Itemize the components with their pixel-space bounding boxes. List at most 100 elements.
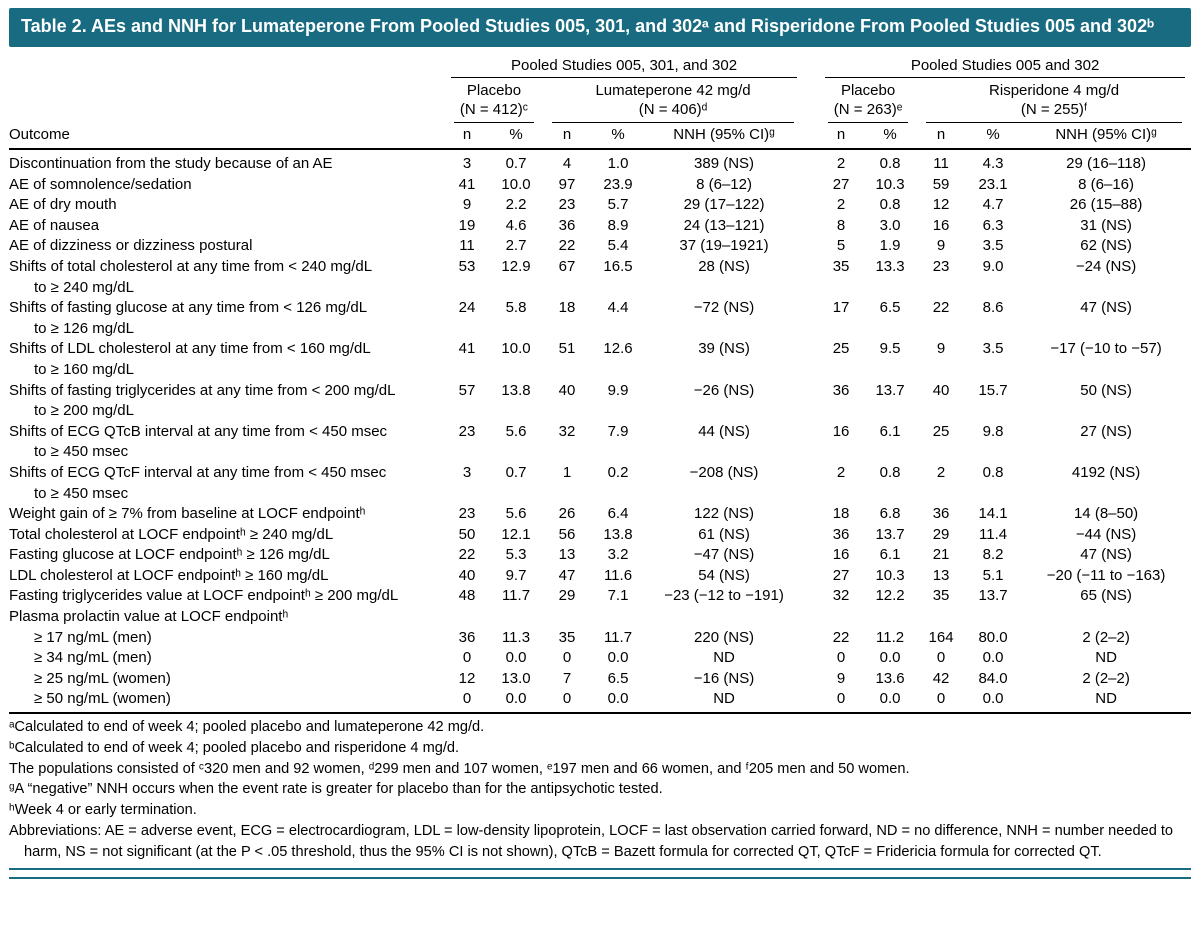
value-cell: 9.8 <box>982 422 1004 440</box>
value-cell: 1 <box>562 463 572 481</box>
value-cell: 0 <box>836 690 846 708</box>
outcome-continuation: to ≥ 450 msec <box>34 443 129 461</box>
outcome-continuation: to ≥ 126 mg/dL <box>34 319 134 337</box>
col-n-3: n <box>819 123 864 150</box>
subgroup-n: (N = 263)ᵉ <box>833 101 903 118</box>
outcome-cell: Shifts of fasting triglycerides at any t… <box>9 381 445 422</box>
table-body: Discontinuation from the study because o… <box>9 149 1191 710</box>
footnote-a: ᵃCalculated to end of week 4; pooled pla… <box>9 719 485 736</box>
value-cell: 37 (19–1921) <box>679 237 769 255</box>
value-cell: 2 (2–2) <box>1082 669 1130 687</box>
value-cell: 54 (NS) <box>698 566 750 584</box>
value-cell: 18 <box>832 505 850 523</box>
value-cell: 26 <box>558 505 576 523</box>
column-gap <box>803 381 819 422</box>
value-cell: 23.1 <box>978 175 1008 193</box>
value-cell: 24 <box>458 299 476 317</box>
subgroup-n: (N = 406)ᵈ <box>638 101 708 118</box>
value-cell: 0.8 <box>982 463 1004 481</box>
value-cell: 8 <box>836 216 846 234</box>
value-cell: 22 <box>932 299 950 317</box>
value-cell: 29 (16–118) <box>1066 155 1146 172</box>
value-cell: 0.0 <box>879 690 901 708</box>
value-cell: 5.3 <box>505 546 527 564</box>
outcome-cell: ≥ 17 ng/mL (men) <box>9 628 445 649</box>
value-cell: 32 <box>558 422 576 440</box>
value-cell: 0.7 <box>505 463 527 481</box>
outcome-text: Shifts of LDL cholesterol at any time fr… <box>9 340 371 358</box>
outcome-continuation: to ≥ 240 mg/dL <box>34 278 134 296</box>
value-cell: 389 (NS) <box>694 155 755 172</box>
value-cell: 28 (NS) <box>698 257 750 275</box>
outcome-cell: AE of dizziness or dizziness postural <box>9 236 445 257</box>
journal-table-page: Table 2. AEs and NNH for Lumateperone Fr… <box>9 8 1192 879</box>
value-cell: 5.6 <box>505 505 527 523</box>
outcome-cell: Discontinuation from the study because o… <box>9 149 445 175</box>
outcome-cell: AE of dry mouth <box>9 195 445 216</box>
value-cell: 3.5 <box>982 340 1004 358</box>
table-row: ≥ 17 ng/mL (men) 36 11.3 35 11.7 220 (NS) 22 11… <box>9 628 1191 649</box>
value-cell: 50 <box>458 525 476 543</box>
value-cell: 56 <box>558 525 576 543</box>
value-cell: −23 (−12 to −191) <box>664 587 784 605</box>
table-row: AE of somnolence/sedation 41 10.0 97 23.9 8 (… <box>9 175 1191 196</box>
value-cell: 41 <box>458 340 476 358</box>
value-cell: 5.8 <box>505 299 527 317</box>
value-cell: 23 <box>458 422 476 440</box>
subgroup-lumateperone: Lumateperone 42 mg/d (N = 406)ᵈ <box>543 78 803 123</box>
column-gap <box>803 57 819 78</box>
value-cell: 10.0 <box>501 175 531 193</box>
value-cell: 36 <box>832 525 850 543</box>
subgroup-n: (N = 412)ᶜ <box>459 101 529 118</box>
value-cell: −17 (−10 to −57) <box>1050 340 1162 358</box>
subgroup-placebo-lumateperone: Placebo (N = 412)ᶜ <box>445 78 543 123</box>
value-cell: 4.4 <box>607 299 629 317</box>
outcome-cell: AE of nausea <box>9 216 445 237</box>
value-cell: 35 <box>558 628 576 646</box>
table-row: Shifts of fasting triglycerides at any t… <box>9 381 1191 422</box>
value-cell: 0.2 <box>607 463 629 481</box>
value-cell: 4 <box>562 155 572 172</box>
value-cell: 29 (17–122) <box>683 196 765 214</box>
value-cell: 2 <box>936 463 946 481</box>
value-cell: 0 <box>836 649 846 667</box>
value-cell: 40 <box>458 566 476 584</box>
footnote-g: ᵍA “negative” NNH occurs when the event … <box>9 781 663 798</box>
table-title: Table 2. AEs and NNH for Lumateperone Fr… <box>9 8 1191 47</box>
value-cell: 57 <box>458 381 476 399</box>
value-cell: 47 (NS) <box>1080 546 1132 564</box>
table-row: Shifts of ECG QTcB interval at any time … <box>9 422 1191 463</box>
value-cell: 2.7 <box>505 237 527 255</box>
outcome-cell: ≥ 34 ng/mL (men) <box>9 648 445 669</box>
outcome-cell: ≥ 50 ng/mL (women) <box>9 689 445 710</box>
value-cell: 16 <box>832 422 850 440</box>
value-cell: 36 <box>458 628 476 646</box>
value-cell: 41 <box>458 175 476 193</box>
value-cell: 11.2 <box>876 628 905 646</box>
value-cell <box>965 607 1021 628</box>
outcome-text: Shifts of fasting glucose at any time fr… <box>9 299 368 317</box>
value-cell: 6.5 <box>879 299 901 317</box>
value-cell: 0.8 <box>879 463 901 481</box>
value-cell: −44 (NS) <box>1075 525 1137 543</box>
outcome-text: Total cholesterol at LOCF endpointʰ ≥ 24… <box>9 525 334 543</box>
outcome-continuation: to ≥ 160 mg/dL <box>34 360 134 378</box>
value-cell <box>543 607 591 628</box>
value-cell: 80.0 <box>978 628 1008 646</box>
outcome-text: LDL cholesterol at LOCF endpointʰ ≥ 160 … <box>9 566 329 584</box>
value-cell: 10.3 <box>875 566 905 584</box>
value-cell: 40 <box>932 381 950 399</box>
value-cell: 29 <box>558 587 576 605</box>
value-cell: 10.0 <box>501 340 531 358</box>
value-cell: 5.6 <box>505 422 527 440</box>
value-cell: 18 <box>558 299 576 317</box>
value-cell: 0.0 <box>879 649 901 667</box>
header-blank <box>9 78 445 123</box>
value-cell: −26 (NS) <box>693 381 755 399</box>
table-row: LDL cholesterol at LOCF endpointʰ ≥ 160 … <box>9 566 1191 587</box>
outcome-cell: ≥ 25 ng/mL (women) <box>9 669 445 690</box>
value-cell: 5.1 <box>982 566 1004 584</box>
col-pct-1: % <box>489 123 543 150</box>
table-row: Shifts of ECG QTcF interval at any time … <box>9 463 1191 504</box>
table-row: AE of dry mouth 9 2.2 23 5.7 29 (17–122) 2 0.8 1… <box>9 195 1191 216</box>
